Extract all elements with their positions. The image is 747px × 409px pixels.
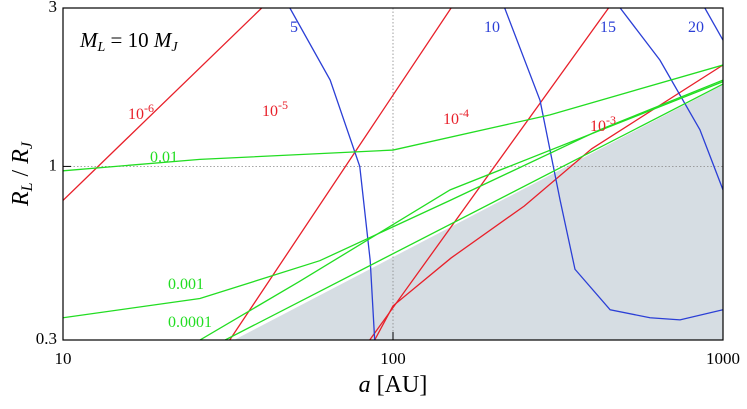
- curve-label: 10-3: [590, 113, 616, 135]
- title-part: M: [153, 28, 173, 52]
- curve-label: 10: [484, 19, 500, 36]
- label-part: 10: [128, 106, 144, 123]
- label-part: 15: [600, 19, 616, 36]
- label-part: 20: [688, 19, 704, 36]
- label-exponent: -5: [278, 98, 288, 112]
- curve-label: 0.001: [168, 276, 204, 293]
- title-part: J: [171, 40, 178, 55]
- curve-label: 5: [290, 19, 298, 36]
- curve-label: 10-4: [443, 106, 469, 128]
- curve: [504, 8, 723, 321]
- label-part: L: [19, 182, 36, 192]
- title-part: = 10: [105, 28, 154, 52]
- title-part: L: [97, 40, 106, 55]
- label-part: 0.01: [150, 149, 178, 166]
- label-part: 0.001: [168, 276, 204, 293]
- label-part: 10: [590, 118, 606, 135]
- plot-area: [63, 8, 723, 340]
- curve-label: 0.0001: [168, 314, 212, 331]
- curve: [289, 8, 376, 340]
- label-part: R: [8, 149, 34, 165]
- title-part: M: [79, 28, 99, 52]
- y-tick-label: 0.3: [36, 329, 57, 348]
- y-tick-label: 3: [49, 0, 58, 16]
- label-part: 0.0001: [168, 314, 212, 331]
- label-part: 10: [262, 103, 278, 120]
- curve-label: 10-6: [128, 101, 154, 123]
- chart-title: ML = 10 MJ: [79, 28, 178, 55]
- curve: [229, 8, 452, 340]
- label-part: [AU]: [371, 372, 428, 398]
- label-part: R: [8, 191, 34, 207]
- curve: [619, 8, 723, 191]
- curve-label: 0.01: [150, 149, 178, 166]
- curve: [704, 8, 723, 41]
- label-part: /: [8, 164, 34, 183]
- label-part: 10: [484, 19, 500, 36]
- x-tick-label: 1000: [706, 349, 740, 368]
- label-exponent: -6: [144, 101, 154, 115]
- label-part: a: [359, 372, 371, 398]
- y-axis-label: RL / RJ: [8, 141, 36, 207]
- x-axis-label: a [AU]: [359, 372, 428, 398]
- y-tick-label: 1: [49, 155, 58, 174]
- curve-label: 10-5: [262, 98, 288, 120]
- curve: [63, 64, 723, 172]
- x-tick-label: 100: [380, 349, 406, 368]
- shaded-region: [234, 84, 723, 340]
- label-part: 5: [290, 19, 298, 36]
- curve: [374, 64, 723, 340]
- curve: [199, 81, 723, 340]
- label-part: J: [19, 141, 36, 149]
- label-exponent: -3: [606, 113, 616, 127]
- curve: [224, 83, 723, 340]
- x-tick-label: 10: [55, 349, 72, 368]
- curve-label: 15: [600, 19, 616, 36]
- label-exponent: -4: [459, 106, 469, 120]
- curve-label: 20: [688, 19, 704, 36]
- label-part: 10: [443, 111, 459, 128]
- curve: [63, 79, 723, 319]
